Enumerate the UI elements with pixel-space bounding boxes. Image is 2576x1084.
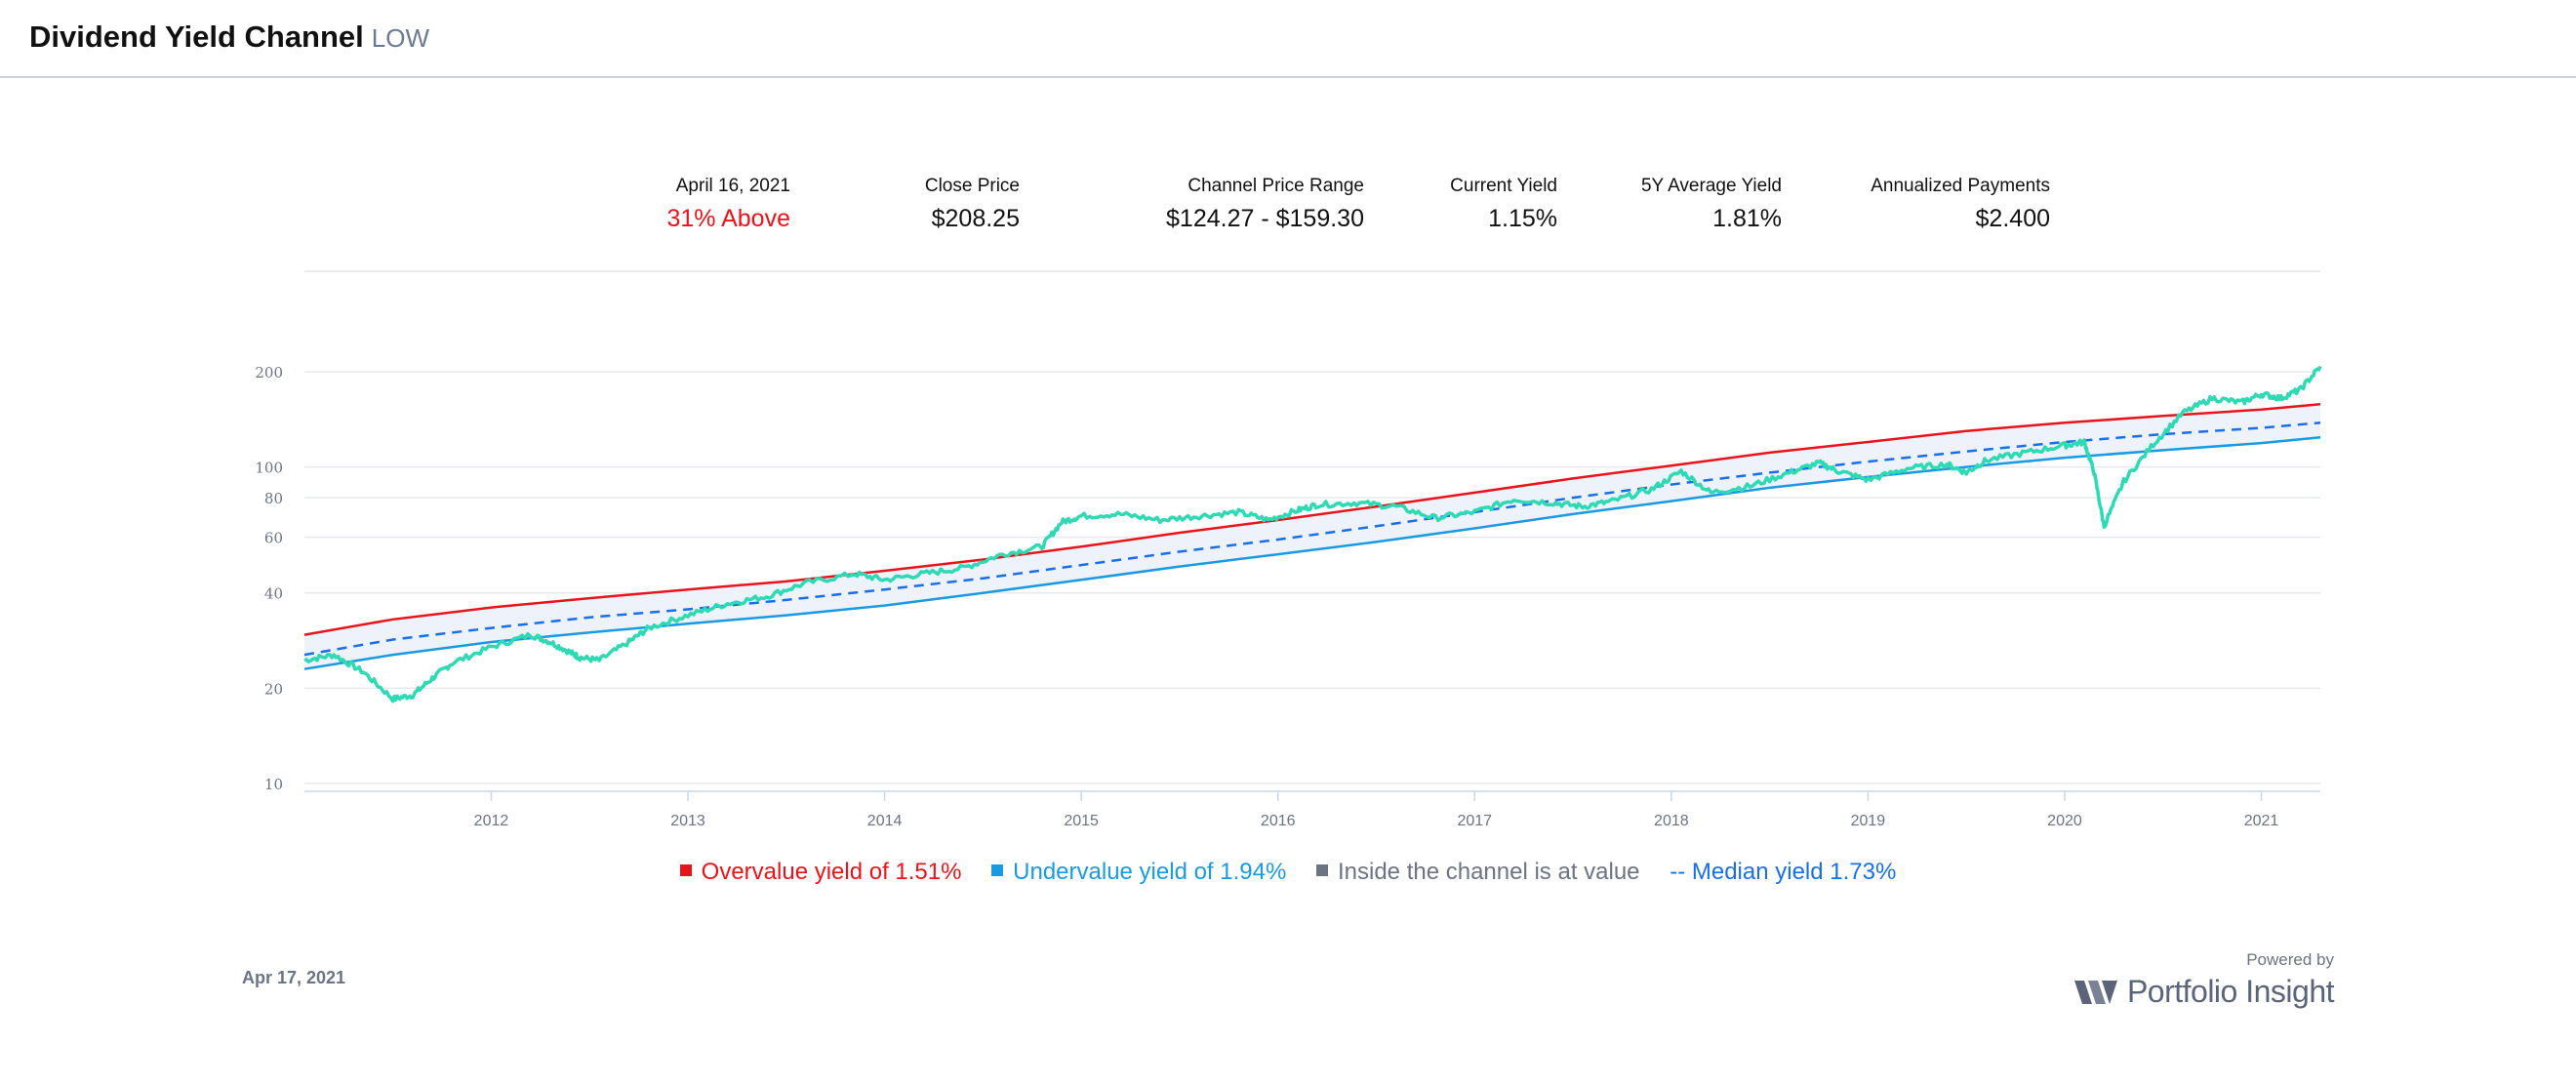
x-tick-label-2020: 2020 — [2047, 813, 2082, 829]
undervalue-line — [303, 436, 2321, 670]
stat-channel-range: Channel Price Range $124.27 - $159.30 — [1166, 176, 1364, 233]
legend-undervalue-swatch — [991, 864, 1004, 876]
brand-text: Portfolio Insight — [2126, 974, 2335, 1009]
x-tick-label-2016: 2016 — [1261, 813, 1296, 829]
stat-date: April 16, 2021 31% Above — [667, 176, 791, 233]
x-tick-label-2015: 2015 — [1064, 813, 1099, 829]
stat-position-value: 31% Above — [666, 205, 791, 232]
y-tick-labels: 10 20 40 60 80 100 200 — [255, 364, 283, 793]
footer-date: Apr 17, 2021 — [242, 968, 346, 987]
legend-overvalue-text: Overvalue yield of 1.51% — [701, 859, 962, 885]
stat-close-label: Close Price — [924, 176, 1020, 196]
y-tick-label-20: 20 — [264, 680, 283, 698]
x-tick-label-2017: 2017 — [1457, 813, 1492, 829]
legend-overvalue[interactable]: Overvalue yield of 1.51% — [679, 859, 962, 886]
x-tick-label-2019: 2019 — [1851, 813, 1886, 829]
x-tick-label-2018: 2018 — [1654, 813, 1689, 829]
legend-undervalue-text: Undervalue yield of 1.94% — [1013, 859, 1287, 885]
legend-overvalue-swatch — [679, 864, 692, 876]
legend: Overvalue yield of 1.51% Undervalue yiel… — [0, 859, 2576, 886]
stat-range-value: $124.27 - $159.30 — [1166, 205, 1364, 232]
stat-payments-label: Annualized Payments — [1871, 176, 2050, 196]
stat-avg-yield-label: 5Y Average Yield — [1640, 176, 1782, 196]
legend-median-text: -- Median yield 1.73% — [1670, 859, 1897, 885]
page-title: Dividend Yield Channel LOW — [29, 20, 429, 55]
stat-close-price: Close Price $208.25 — [925, 176, 1020, 233]
legend-inside-swatch — [1315, 864, 1328, 876]
x-tick-label-2014: 2014 — [867, 813, 903, 829]
stat-payments: Annualized Payments $2.400 — [1871, 176, 2050, 233]
x-tick-label-2012: 2012 — [474, 813, 509, 829]
stat-avg-yield: 5Y Average Yield 1.81% — [1641, 176, 1782, 233]
price-line — [303, 365, 2322, 703]
x-tick-label-2021: 2021 — [2244, 813, 2279, 829]
stat-payments-value: $2.400 — [1975, 205, 2050, 232]
powered-by-label: Powered by — [2246, 950, 2334, 969]
header-bar: Dividend Yield Channel LOW — [0, 0, 2576, 78]
title-text: Dividend Yield Channel — [29, 20, 364, 54]
overvalue-line — [303, 402, 2321, 636]
y-tick-label-100: 100 — [255, 460, 283, 477]
x-tick-label-2013: 2013 — [670, 813, 705, 829]
ticker-symbol: LOW — [371, 23, 430, 53]
legend-median[interactable]: -- Median yield 1.73% — [1670, 859, 1896, 886]
y-tick-label-80: 80 — [264, 490, 283, 507]
stat-current-yield-label: Current Yield — [1450, 176, 1557, 196]
plot-area — [303, 365, 2322, 703]
channel-fill — [304, 404, 2320, 669]
brand-name: Portfolio Insight — [2073, 974, 2335, 1010]
x-tick-labels: 2012 2013 2014 2015 2016 2017 2018 2019 2020 2021 — [474, 791, 2279, 829]
powered-by[interactable]: Powered by Portfolio Insight — [2073, 950, 2335, 1010]
portfolio-insight-logo-icon — [2073, 981, 2117, 1004]
legend-undervalue[interactable]: Undervalue yield of 1.94% — [991, 859, 1286, 886]
y-tick-label-40: 40 — [264, 585, 283, 603]
stat-current-yield-value: 1.15% — [1488, 205, 1557, 232]
stat-range-label: Channel Price Range — [1187, 176, 1364, 196]
legend-inside-text: Inside the channel is at value — [1337, 859, 1640, 885]
stat-close-value: $208.25 — [931, 205, 1020, 232]
y-tick-label-10: 10 — [264, 776, 283, 793]
y-tick-label-60: 60 — [264, 530, 283, 547]
median-line — [303, 422, 2321, 657]
stat-current-yield: Current Yield 1.15% — [1450, 176, 1557, 233]
stat-date-label: April 16, 2021 — [675, 176, 790, 196]
y-tick-label-200: 200 — [255, 364, 283, 381]
stat-avg-yield-value: 1.81% — [1712, 205, 1782, 232]
legend-inside[interactable]: Inside the channel is at value — [1315, 859, 1640, 886]
